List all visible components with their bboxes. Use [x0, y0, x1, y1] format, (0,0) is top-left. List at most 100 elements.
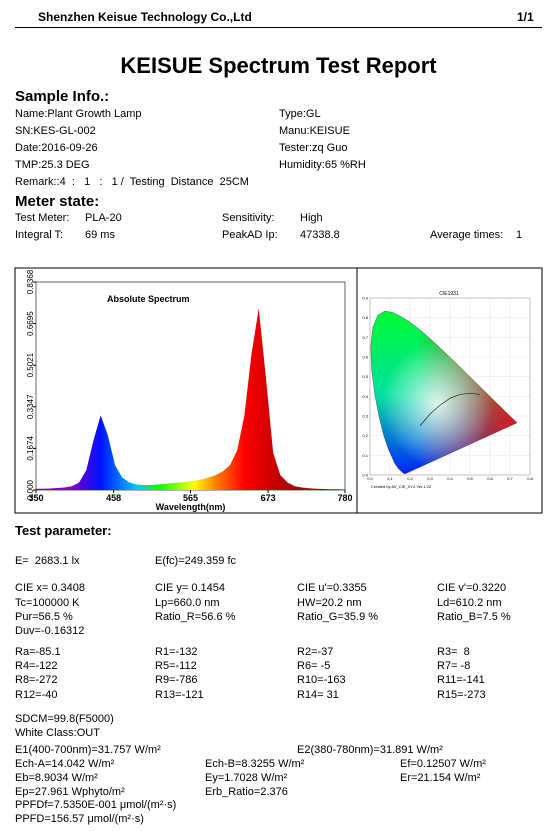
field: R3= 8 — [437, 646, 470, 658]
field: White Class:OUT — [15, 727, 100, 739]
cie-y-tick-label: 0.4 — [362, 394, 368, 399]
field: Ey=1.7028 W/m² — [205, 772, 288, 784]
field: SN:KES-GL-002 — [15, 125, 96, 137]
chart-title: Absolute Spectrum — [107, 294, 190, 304]
field: Humidity:65 %RH — [279, 159, 366, 171]
cie-y-tick-label: 0.0 — [362, 473, 368, 478]
plot-area — [35, 281, 346, 491]
field: Tester:zq Guo — [279, 142, 348, 154]
field: R5=-112 — [155, 660, 197, 672]
cie-x-tick-label: 0.0 — [367, 476, 373, 481]
cie-x-tick-label: 0.3 — [427, 476, 433, 481]
field: Date:2016-09-26 — [15, 142, 98, 154]
field: R2=-37 — [297, 646, 334, 658]
remark: Remark::4 : 1 : 1 / Testing Distance 25C… — [15, 176, 249, 188]
cie-x-tick-label: 0.7 — [507, 476, 513, 481]
planckian-locus — [419, 393, 481, 427]
field: R4=-122 — [15, 660, 58, 672]
field: Tc=100000 K — [15, 597, 80, 609]
section-heading: Meter state: — [15, 193, 100, 210]
field: SDCM=99.8(F5000) — [15, 713, 114, 725]
field: E1(400-700nm)=31.757 W/m² — [15, 744, 161, 756]
field: R10=-163 — [297, 674, 346, 686]
page-number: 1/1 — [517, 10, 534, 24]
field: PPFDf=7.5350E-001 μmol/(m²·s) — [15, 799, 177, 811]
cie-y-tick-label: 0.1 — [362, 453, 368, 458]
header-rule — [15, 27, 542, 28]
field: Eb=8.9034 W/m² — [15, 772, 98, 784]
field: Type:GL — [279, 108, 321, 120]
report-title: KEISUE Spectrum Test Report — [120, 53, 437, 78]
field: E2(380-780nm)=31.891 W/m² — [297, 744, 443, 756]
field: Pur=56.5 % — [15, 611, 73, 623]
field: R9=-786 — [155, 674, 198, 686]
y-tick-label: 0.1674 — [26, 436, 35, 461]
x-axis-label: Wavelength(nm) — [156, 502, 226, 512]
field: 47338.8 — [300, 229, 340, 241]
company: Shenzhen Keisue Technology Co.,Ltd — [38, 10, 252, 24]
cie-y-tick-label: 0.7 — [362, 335, 368, 340]
field: Name:Plant Growth Lamp — [15, 108, 142, 120]
field: R1=-132 — [155, 646, 198, 658]
field: TMP:25.3 DEG — [15, 159, 90, 171]
field: R12=-40 — [15, 689, 58, 701]
field: CIE y= 0.1454 — [155, 582, 226, 594]
field: R14= 31 — [297, 689, 339, 701]
field: R11=-141 — [437, 674, 485, 686]
field: Ef=0.12507 W/m² — [400, 758, 486, 770]
field: HW=20.2 nm — [297, 597, 362, 609]
section-heading: Test parameter: — [15, 523, 112, 538]
field: CIE v'=0.3220 — [437, 582, 507, 594]
field: Lp=660.0 nm — [155, 597, 220, 609]
cie-credit: Created by AV_CIE_XYZ Ver.1.22 — [371, 484, 432, 489]
field: Ld=610.2 nm — [437, 597, 502, 609]
field: Erb_Ratio=2.376 — [205, 786, 288, 798]
field: Ra=-85.1 — [15, 646, 61, 658]
cie-y-tick-label: 0.8 — [362, 315, 368, 320]
x-tick-label: 565 — [183, 493, 198, 503]
section-heading: Sample Info.: — [15, 88, 110, 105]
cie-x-tick-label: 0.6 — [487, 476, 493, 481]
field: R15=-273 — [437, 689, 486, 701]
field: CIE u'=0.3355 — [297, 582, 367, 594]
cie-y-tick-label: 0.6 — [362, 355, 368, 360]
field: High — [300, 212, 323, 224]
y-tick-label: 0.000 — [26, 479, 35, 500]
field: Test Meter: — [15, 212, 70, 224]
field: Duv=-0.16312 — [15, 625, 85, 637]
cie-title: CIE1931 — [439, 291, 459, 297]
cie-y-tick-label: 0.2 — [362, 433, 368, 438]
field: CIE x= 0.3408 — [15, 582, 86, 594]
field: PeakAD Ip: — [222, 229, 278, 241]
field: Integral T: — [15, 229, 64, 241]
x-tick-label: 780 — [337, 493, 352, 503]
field: Ratio_R=56.6 % — [155, 611, 236, 623]
field: PPFD=156.57 μmol/(m²·s) — [15, 813, 144, 825]
cie-outline — [370, 310, 518, 475]
field: R6= -5 — [297, 660, 331, 672]
field: Ech-A=14.042 W/m² — [15, 758, 115, 770]
cie-y-tick-label: 0.3 — [362, 414, 368, 419]
y-tick-label: 0.8368 — [26, 269, 35, 294]
field: PLA-20 — [85, 212, 122, 224]
y-tick-label: 0.6695 — [26, 311, 35, 336]
field: R8=-272 — [15, 674, 58, 686]
cie-x-tick-label: 0.4 — [447, 476, 453, 481]
x-tick-label: 458 — [106, 493, 121, 503]
field: Ratio_B=7.5 % — [437, 611, 511, 623]
x-tick-label: 350 — [28, 493, 43, 503]
field: E= 2683.1 lx — [15, 555, 80, 567]
field: Manu:KEISUE — [279, 125, 350, 137]
spectrum-area — [36, 308, 345, 490]
y-tick-label: 0.5021 — [26, 352, 35, 377]
cie-x-tick-label: 0.1 — [387, 476, 393, 481]
field: Er=21.154 W/m² — [400, 772, 481, 784]
x-tick-label: 673 — [261, 493, 276, 503]
cie-y-tick-label: 0.5 — [362, 374, 368, 379]
field: Ech-B=8.3255 W/m² — [205, 758, 305, 770]
field: R13=-121 — [155, 689, 204, 701]
field: Ratio_G=35.9 % — [297, 611, 379, 623]
chart-frame — [14, 267, 543, 514]
y-tick-label: 0.3347 — [26, 394, 35, 419]
